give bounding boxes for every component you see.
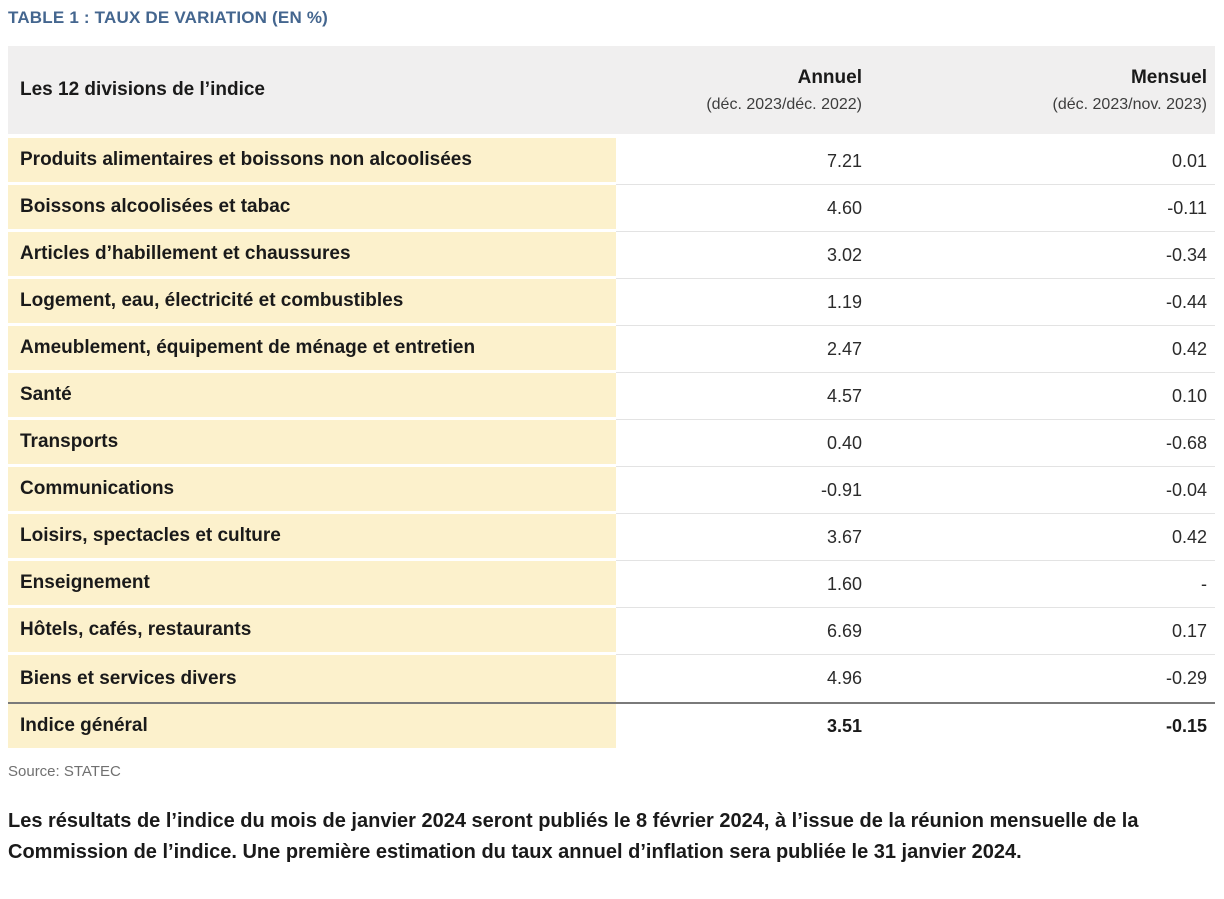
- monthly-header-period: (déc. 2023/nov. 2023): [1052, 95, 1207, 113]
- column-header-annual: Annuel (déc. 2023/déc. 2022): [616, 67, 866, 114]
- annual-value: 1.19: [616, 279, 866, 326]
- table-row: Produits alimentaires et boissons non al…: [8, 138, 1215, 185]
- table-row: Communications -0.91 -0.04: [8, 467, 1215, 514]
- monthly-value: -0.34: [866, 232, 1215, 279]
- total-annual-value: 3.51: [616, 704, 866, 748]
- table-header-row: Les 12 divisions de l’indice Annuel (déc…: [8, 46, 1215, 134]
- monthly-value: -0.29: [866, 655, 1215, 702]
- table-row: Boissons alcoolisées et tabac 4.60 -0.11: [8, 185, 1215, 232]
- source-note: Source: STATEC: [8, 763, 121, 780]
- total-row-label: Indice général: [8, 704, 616, 748]
- monthly-value: -0.04: [866, 467, 1215, 514]
- table-row: Enseignement 1.60 -: [8, 561, 1215, 608]
- division-name: Hôtels, cafés, restaurants: [8, 608, 616, 655]
- annual-value: 6.69: [616, 608, 866, 655]
- monthly-value: 0.17: [866, 608, 1215, 655]
- division-name: Santé: [8, 373, 616, 420]
- monthly-value: 0.42: [866, 514, 1215, 561]
- division-name: Produits alimentaires et boissons non al…: [8, 138, 616, 185]
- table-row: Loisirs, spectacles et culture 3.67 0.42: [8, 514, 1215, 561]
- monthly-value: 0.42: [866, 326, 1215, 373]
- annual-value: 3.02: [616, 232, 866, 279]
- page-title: TABLE 1 : TAUX DE VARIATION (EN %): [8, 8, 329, 27]
- total-row: Indice général 3.51 -0.15: [8, 702, 1215, 748]
- table-row: Hôtels, cafés, restaurants 6.69 0.17: [8, 608, 1215, 655]
- division-name: Articles d’habillement et chaussures: [8, 232, 616, 279]
- annual-value: 4.57: [616, 373, 866, 420]
- division-name: Boissons alcoolisées et tabac: [8, 185, 616, 232]
- table-row: Transports 0.40 -0.68: [8, 420, 1215, 467]
- division-name: Communications: [8, 467, 616, 514]
- monthly-value: 0.01: [866, 138, 1215, 185]
- monthly-value: -0.11: [866, 185, 1215, 232]
- column-header-divisions: Les 12 divisions de l’indice: [20, 79, 265, 100]
- annual-value: 4.96: [616, 655, 866, 702]
- monthly-value: -: [866, 561, 1215, 608]
- annual-value: -0.91: [616, 467, 866, 514]
- monthly-value: -0.68: [866, 420, 1215, 467]
- monthly-value: 0.10: [866, 373, 1215, 420]
- total-monthly-value: -0.15: [866, 704, 1215, 748]
- division-name: Logement, eau, électricité et combustibl…: [8, 279, 616, 326]
- table-row: Biens et services divers 4.96 -0.29: [8, 655, 1215, 702]
- variation-table: Les 12 divisions de l’indice Annuel (déc…: [8, 46, 1215, 748]
- table-row: Articles d’habillement et chaussures 3.0…: [8, 232, 1215, 279]
- monthly-header-label: Mensuel: [1130, 66, 1207, 88]
- division-name: Loisirs, spectacles et culture: [8, 514, 616, 561]
- annual-value: 0.40: [616, 420, 866, 467]
- table-row: Ameublement, équipement de ménage et ent…: [8, 326, 1215, 373]
- annual-header-period: (déc. 2023/déc. 2022): [706, 95, 862, 113]
- division-name: Enseignement: [8, 561, 616, 608]
- division-name: Biens et services divers: [8, 655, 616, 702]
- annual-value: 4.60: [616, 185, 866, 232]
- annual-header-label: Annuel: [797, 66, 862, 88]
- statec-release-page: TABLE 1 : TAUX DE VARIATION (EN %) Les 1…: [8, 8, 1215, 863]
- publication-note: Les résultats de l’indice du mois de jan…: [8, 810, 1139, 863]
- annual-value: 7.21: [616, 138, 866, 185]
- annual-value: 1.60: [616, 561, 866, 608]
- division-name: Ameublement, équipement de ménage et ent…: [8, 326, 616, 373]
- table-row: Logement, eau, électricité et combustibl…: [8, 279, 1215, 326]
- annual-value: 2.47: [616, 326, 866, 373]
- table-row: Santé 4.57 0.10: [8, 373, 1215, 420]
- column-header-monthly: Mensuel (déc. 2023/nov. 2023): [866, 67, 1215, 114]
- monthly-value: -0.44: [866, 279, 1215, 326]
- division-name: Transports: [8, 420, 616, 467]
- annual-value: 3.67: [616, 514, 866, 561]
